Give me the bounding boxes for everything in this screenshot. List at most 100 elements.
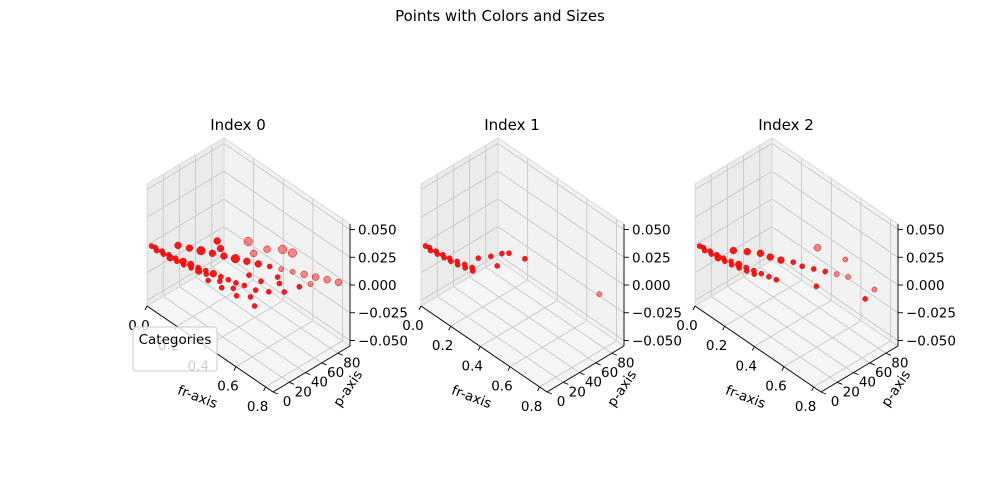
data-point xyxy=(153,247,160,254)
data-point xyxy=(766,274,772,280)
z-tick-label: −0.025 xyxy=(632,306,682,322)
y-tick-label: 60 xyxy=(875,365,892,381)
x-tick-label: 0.2 xyxy=(432,338,453,354)
subplot-title: Index 2 xyxy=(758,116,814,134)
data-point xyxy=(266,289,272,295)
data-point xyxy=(813,283,820,290)
data-point xyxy=(822,268,829,275)
data-point xyxy=(203,271,210,277)
subplot-title: Index 1 xyxy=(484,116,540,134)
data-point xyxy=(810,266,817,272)
y-tick-label: 0 xyxy=(283,394,292,410)
data-point xyxy=(311,273,320,281)
z-tick-label: 0.050 xyxy=(632,223,671,239)
y-tick-mark xyxy=(289,381,295,385)
x-axis-label: fr-axis xyxy=(449,382,493,412)
data-point xyxy=(307,281,314,287)
data-point xyxy=(494,263,501,269)
subplot-index-0: Index 0 0.00.20.40.60.8020406080−0.050−0… xyxy=(128,116,408,415)
data-point xyxy=(241,282,248,289)
x-tick-mark xyxy=(722,326,726,331)
y-tick-mark xyxy=(820,391,827,395)
data-point xyxy=(225,277,232,283)
data-point xyxy=(758,270,765,277)
data-point xyxy=(243,257,251,265)
y-tick-label: 80 xyxy=(343,355,360,371)
data-point xyxy=(246,272,252,279)
data-point xyxy=(701,247,708,254)
z-tick-label: 0.025 xyxy=(358,250,397,266)
y-tick-mark xyxy=(595,362,601,366)
y-tick-mark xyxy=(305,372,311,376)
data-point xyxy=(773,277,780,283)
floor-pane xyxy=(421,260,624,392)
data-point xyxy=(205,277,211,284)
x-axis-line xyxy=(694,305,822,393)
x-tick-mark xyxy=(448,326,452,331)
x-tick-label: 0.6 xyxy=(765,379,786,395)
x-tick-mark xyxy=(537,386,540,392)
x-tick-mark xyxy=(692,305,696,311)
y-tick-label: 80 xyxy=(617,355,634,371)
y-tick-mark xyxy=(611,352,618,356)
scatter-points xyxy=(422,243,603,297)
data-point xyxy=(208,249,217,257)
data-point xyxy=(278,244,288,254)
data-point xyxy=(233,293,240,299)
y-tick-label: 40 xyxy=(585,375,602,391)
y-tick-mark xyxy=(885,352,892,356)
data-point xyxy=(196,246,206,256)
x-tick-label: 0.8 xyxy=(521,399,542,415)
y-axis-line xyxy=(272,345,351,393)
data-point xyxy=(218,284,225,291)
data-point xyxy=(766,253,774,261)
data-point xyxy=(180,262,187,268)
data-point xyxy=(185,244,194,252)
x-tick-label: 0.6 xyxy=(217,379,238,395)
data-point xyxy=(230,254,240,264)
x-axis-line xyxy=(420,305,548,393)
y-tick-mark xyxy=(337,352,344,356)
data-point xyxy=(276,280,283,287)
data-point xyxy=(813,244,822,252)
data-point xyxy=(289,269,296,275)
z-tick-label: 0.025 xyxy=(632,250,671,266)
data-point xyxy=(522,256,528,262)
figure-suptitle: Points with Colors and Sizes xyxy=(395,7,605,25)
z-tick-label: 0.000 xyxy=(906,278,945,294)
data-point xyxy=(220,252,228,260)
x-tick-mark xyxy=(418,305,422,311)
z-tick-label: 0.000 xyxy=(632,278,671,294)
data-point xyxy=(217,278,223,285)
x-tick-label: 0.8 xyxy=(247,399,268,415)
x-tick-label: 0.6 xyxy=(491,379,512,395)
data-point xyxy=(462,265,469,271)
y-tick-mark xyxy=(321,362,327,366)
data-point xyxy=(427,247,434,254)
data-point xyxy=(188,265,194,271)
y-tick-label: 20 xyxy=(295,384,312,400)
data-point xyxy=(263,245,271,253)
y-tick-mark xyxy=(563,381,569,385)
data-point xyxy=(722,258,728,265)
data-point xyxy=(744,268,750,274)
legend-box xyxy=(132,326,218,372)
x-tick-mark xyxy=(144,305,148,311)
data-point xyxy=(174,241,182,250)
x-tick-mark xyxy=(233,366,237,371)
x-tick-mark xyxy=(263,386,266,392)
data-point xyxy=(287,248,297,258)
data-point xyxy=(230,285,237,292)
scatter-points xyxy=(148,237,343,309)
y-tick-label: 60 xyxy=(327,365,344,381)
data-point xyxy=(714,254,722,262)
x-axis-label: fr-axis xyxy=(175,382,219,412)
data-point xyxy=(166,254,174,262)
data-point xyxy=(160,251,167,257)
data-point xyxy=(296,284,303,290)
y-tick-mark xyxy=(853,372,859,376)
y-tick-label: 40 xyxy=(311,375,328,391)
x-tick-mark xyxy=(477,346,481,351)
y-tick-mark xyxy=(837,381,843,385)
